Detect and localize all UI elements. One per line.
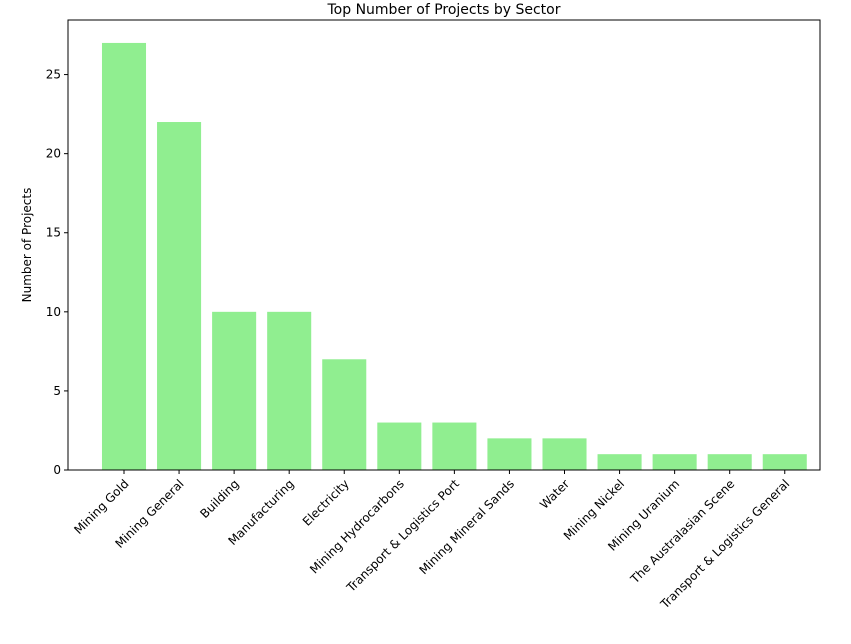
x-tick-label: The Australasian Scene [627,477,737,587]
bar-10 [652,454,697,470]
bar-8 [542,438,587,470]
y-tick-label: 15 [46,226,61,240]
x-tick-label: Water [537,477,572,512]
y-tick-label: 0 [53,463,61,477]
plot-frame [67,19,821,471]
y-axis-label: Number of Projects [20,188,34,303]
x-tick-label: Electricity [300,477,352,529]
x-tick-label: Mining Hydrocarbons [307,477,407,577]
bar-5 [377,422,422,470]
x-tick-label: Transport & Logistics Port [343,476,462,595]
bar-4 [322,359,367,470]
y-tick-label: 10 [46,305,61,319]
y-tick-label: 20 [46,147,61,161]
bar-3 [267,311,312,470]
x-tick-label: Mining Gold [71,477,131,537]
bar-1 [157,122,202,470]
bar-9 [597,454,642,470]
x-tick-label: Building [197,477,241,521]
y-tick-label: 25 [46,68,61,82]
bar-12 [762,454,807,470]
bar-2 [212,311,257,470]
y-tick-label: 5 [53,384,61,398]
chart-title: Top Number of Projects by Sector [327,2,561,18]
x-tick-label: Mining Mineral Sands [416,477,517,578]
bar-11 [707,454,752,470]
bar-6 [432,422,477,470]
bar-7 [487,438,532,470]
bar-0 [101,42,147,471]
